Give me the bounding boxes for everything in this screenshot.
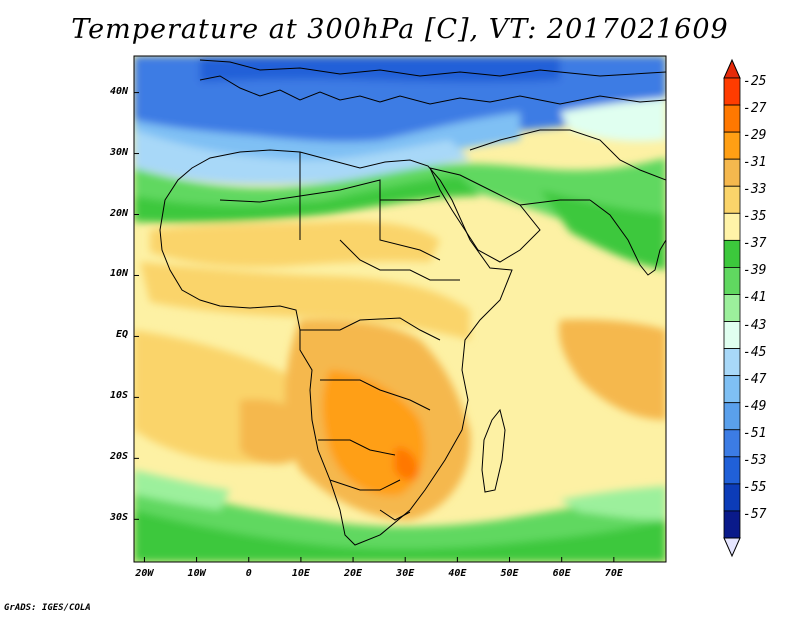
colorbar-swatch [723,321,741,349]
colorbar-label: -39 [743,263,767,279]
lon-label: 10E [291,568,310,579]
map-frame [133,55,667,563]
lat-label: 20S [109,451,128,463]
colorbar-label: -45 [743,344,767,360]
colorbar-label: -41 [743,290,767,306]
lat-label: EQ [115,329,128,341]
colorbar-swatch [723,239,741,268]
colorbar-label: -37 [743,236,767,252]
colorbar-swatch [723,104,741,133]
colorbar-label: -27 [743,101,767,117]
lat-label: 30N [109,146,128,158]
coastline-lines [159,59,666,546]
lon-label: 70E [604,568,623,579]
colorbar-swatch [723,158,741,187]
colorbar-bottom-arrow [723,537,741,558]
colorbar-swatch [723,402,741,431]
colorbar-swatch [723,185,741,214]
lat-label: 10N [109,268,128,280]
colorbar-label: -31 [743,155,767,171]
colorbar-label: -35 [743,209,767,225]
lon-label: 10W [187,568,206,579]
lat-label: 40N [109,85,128,97]
colorbar-swatch [723,510,741,539]
colorbar-label: -55 [743,479,767,495]
colorbar-label: -29 [743,128,767,144]
colorbar-label: -53 [743,452,767,468]
lon-label: 20W [135,568,154,579]
lon-label: 50E [500,568,519,579]
lat-label: 20N [109,207,128,219]
lon-label: 20E [344,568,363,579]
colorbar [723,58,741,558]
colorbar-label: -25 [743,74,767,89]
colorbar-label: -47 [743,371,767,387]
lat-label: 30S [109,512,128,524]
lon-label: 40E [448,568,467,579]
colorbar-swatch [723,267,741,295]
colorbar-label: -33 [743,182,767,198]
colorbar-label: -57 [743,506,767,522]
colorbar-label: -43 [743,317,767,333]
colorbar-swatch [723,348,741,377]
colorbar-swatch [723,483,741,512]
lon-label: 60E [552,568,571,579]
colorbar-swatch [723,212,741,241]
colorbar-swatch [723,77,741,106]
lon-label: 0 [245,568,252,579]
colorbar-top-arrow [723,58,741,79]
colorbar-swatch [723,429,741,458]
lon-label: 30E [396,568,415,579]
colorbar-swatch [723,375,741,404]
colorbar-label: -49 [743,398,767,414]
temperature-field [134,56,666,562]
colorbar-swatch [723,456,741,485]
colorbar-swatch [723,294,741,322]
colorbar-swatch [723,131,741,160]
lat-label: 10S [109,390,128,402]
footer-credit: GrADS: IGES/COLA [4,603,91,613]
map-title: Temperature at 300hPa [C], VT: 201702160… [71,14,729,45]
colorbar-label: -51 [743,425,767,441]
